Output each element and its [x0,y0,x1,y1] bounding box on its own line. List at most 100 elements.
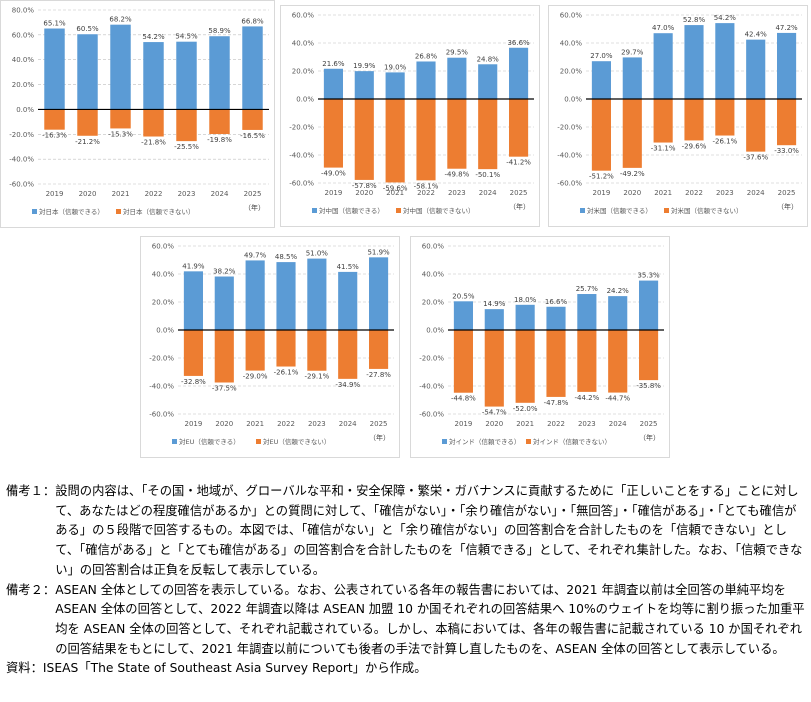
notes-section: 備考１： 設問の内容は、「その国・地域が、グローバルな平和・安全保障・繁栄・ガバ… [6,482,806,679]
y-tick-label: 60.0% [152,243,175,251]
legend-swatch [312,208,317,213]
data-label: -49.8% [444,171,469,179]
bar [622,99,642,168]
source-note: 資料： ISEAS「The State of Southeast Asia Su… [6,659,806,679]
data-label: 19.0% [384,63,407,71]
y-tick-label: -60.0% [419,411,444,419]
data-label: 51.9% [367,248,390,256]
bar [453,330,473,393]
legend-swatch [256,439,261,444]
legend-label: 対インド（信頼できる） [449,437,520,446]
data-label: -25.5% [174,143,199,151]
data-label: 36.6% [507,39,530,47]
legend-swatch [116,209,121,214]
bar [385,72,405,99]
bar [307,330,327,371]
bar [369,257,389,330]
legend-label: 対日本（信頼できる） [39,207,104,216]
y-tick-label: 20.0% [292,68,315,76]
y-tick-label: 0.0% [156,327,174,335]
data-label: -31.1% [651,145,676,153]
x-tick-label: 2022 [145,190,163,198]
note-2-text: ASEAN 全体としての回答を表示している。なお、公表されている各年の報告書にお… [55,582,805,656]
bar [242,26,263,110]
bar [591,61,611,99]
bar [245,260,265,330]
data-label: 49.7% [244,251,267,259]
legend-swatch [664,208,669,213]
note-1-label: 備考１： [6,484,56,498]
legend-swatch [172,439,177,444]
bar [684,99,704,141]
bar [639,330,659,381]
bar [591,99,611,171]
legend-swatch [580,208,585,213]
data-label: -44.2% [574,394,599,402]
x-tick-label: 2021 [654,189,672,197]
bar [684,25,704,99]
data-label: -49.2% [620,170,645,178]
source-text: ISEAS「The State of Southeast Asia Survey… [42,661,427,676]
x-unit-label: （年） [639,433,660,442]
note-2-label: 備考２： [6,582,56,597]
legend-label: 対米国（信頼できない） [671,206,743,215]
bar [338,330,358,379]
data-label: 51.0% [306,250,329,258]
data-label: -27.8% [366,371,391,379]
data-label: 52.8% [683,16,706,24]
chart-japan: 80.0% 60.0% 40.0% 20.0% 0.0% -20.0% -40.0% -60.… [0,0,275,228]
y-tick-label: 80.0% [12,7,35,15]
x-tick-label: 2025 [370,420,388,428]
data-label: -33.0% [774,147,799,155]
x-tick-label: 2022 [417,189,435,197]
data-label: -44.7% [605,395,630,403]
legend-label: 対米国（信頼できる） [587,206,652,215]
legend-label: 対インド（信頼できない） [533,437,611,446]
data-label: 66.8% [241,17,264,25]
x-tick-label: 2024 [211,190,229,198]
bar [110,24,131,110]
bar [183,330,203,376]
bar [323,68,343,99]
bar [110,109,131,129]
bar [77,109,98,136]
data-label: 24.2% [607,287,630,295]
bar [416,61,436,99]
legend-label: 対中国（信頼できる） [319,206,384,215]
chart-eu: 60.0% 40.0% 20.0% 0.0% -20.0% -40.0% -60.0% 41.… [140,236,400,458]
bar [447,99,467,169]
bar [577,294,597,330]
data-label: 54.2% [142,33,165,41]
data-label: -19.8% [207,136,232,144]
chart-frame [0,0,275,228]
y-tick-label: -20.0% [289,124,314,132]
data-label: 54.5% [175,33,198,41]
y-tick-label: 40.0% [12,56,35,64]
data-label: 21.6% [322,60,345,68]
data-label: -37.5% [212,385,237,393]
data-label: 47.2% [775,24,798,32]
bar [214,276,234,330]
bar [354,71,374,99]
x-tick-label: 2020 [485,420,503,428]
bar [746,39,766,99]
bar [323,99,343,168]
y-tick-label: 40.0% [560,40,583,48]
source-label: 資料： [6,661,43,676]
bar [44,28,65,110]
y-tick-label: 20.0% [422,299,445,307]
bar [338,271,358,330]
bar [176,109,197,142]
x-tick-label: 2024 [747,189,765,197]
bar [509,47,529,99]
data-label: 18.0% [514,296,537,304]
y-tick-label: 20.0% [560,68,583,76]
data-label: 41.9% [182,262,205,270]
bar [653,33,673,100]
x-tick-label: 2025 [640,420,658,428]
x-unit-label: （年） [509,202,530,211]
y-tick-label: 60.0% [422,243,445,251]
data-label: 19.9% [353,62,376,70]
x-tick-label: 2023 [308,420,326,428]
x-tick-label: 2022 [547,420,565,428]
